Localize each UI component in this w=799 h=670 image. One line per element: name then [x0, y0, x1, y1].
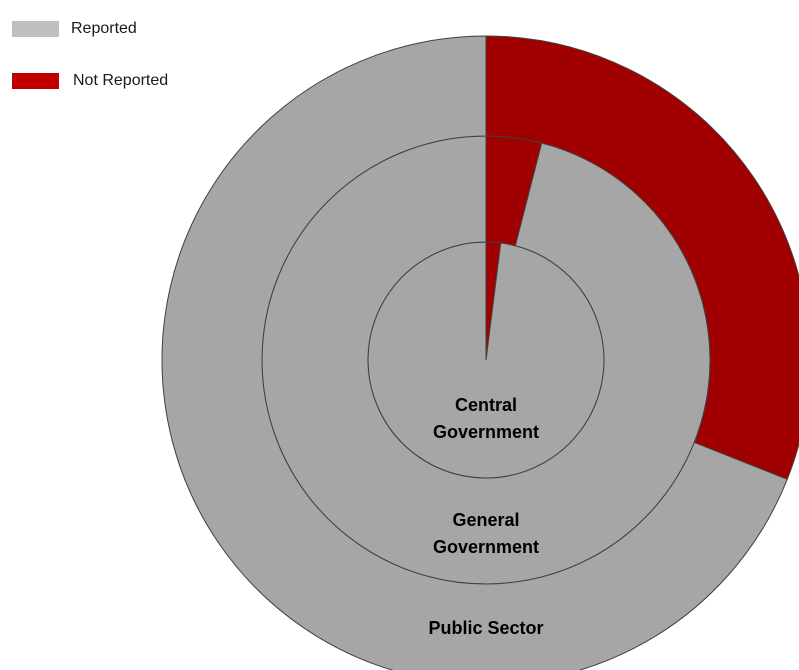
legend-swatch-reported	[12, 21, 59, 37]
legend-label-not-reported: Not Reported	[73, 72, 169, 89]
sector-public-sector-not-reported	[485, 35, 799, 480]
sector-public-sector-reported	[161, 35, 788, 670]
chart-ring-labels: Central Government General Government Public…	[428, 395, 543, 638]
ring-label-central-government-line-1: Central	[455, 395, 517, 415]
legend-item-reported: Reported	[12, 20, 137, 38]
ring-label-central-government-line-2: Government	[433, 422, 539, 442]
legend-item-not-reported: Not Reported	[12, 72, 168, 90]
legend: Reported	[12, 20, 137, 38]
ring-label-general-government-line-2: Government	[433, 537, 539, 557]
legend-second: Not Reported	[12, 72, 168, 90]
legend-label-reported: Reported	[71, 20, 137, 37]
ring-label-public-sector-line-1: Public Sector	[428, 618, 543, 638]
ring-label-general-government-line-1: General	[452, 510, 519, 530]
chart-sectors	[161, 35, 799, 670]
legend-swatch-not-reported	[12, 73, 59, 89]
sector-central-government-reported	[367, 241, 605, 479]
